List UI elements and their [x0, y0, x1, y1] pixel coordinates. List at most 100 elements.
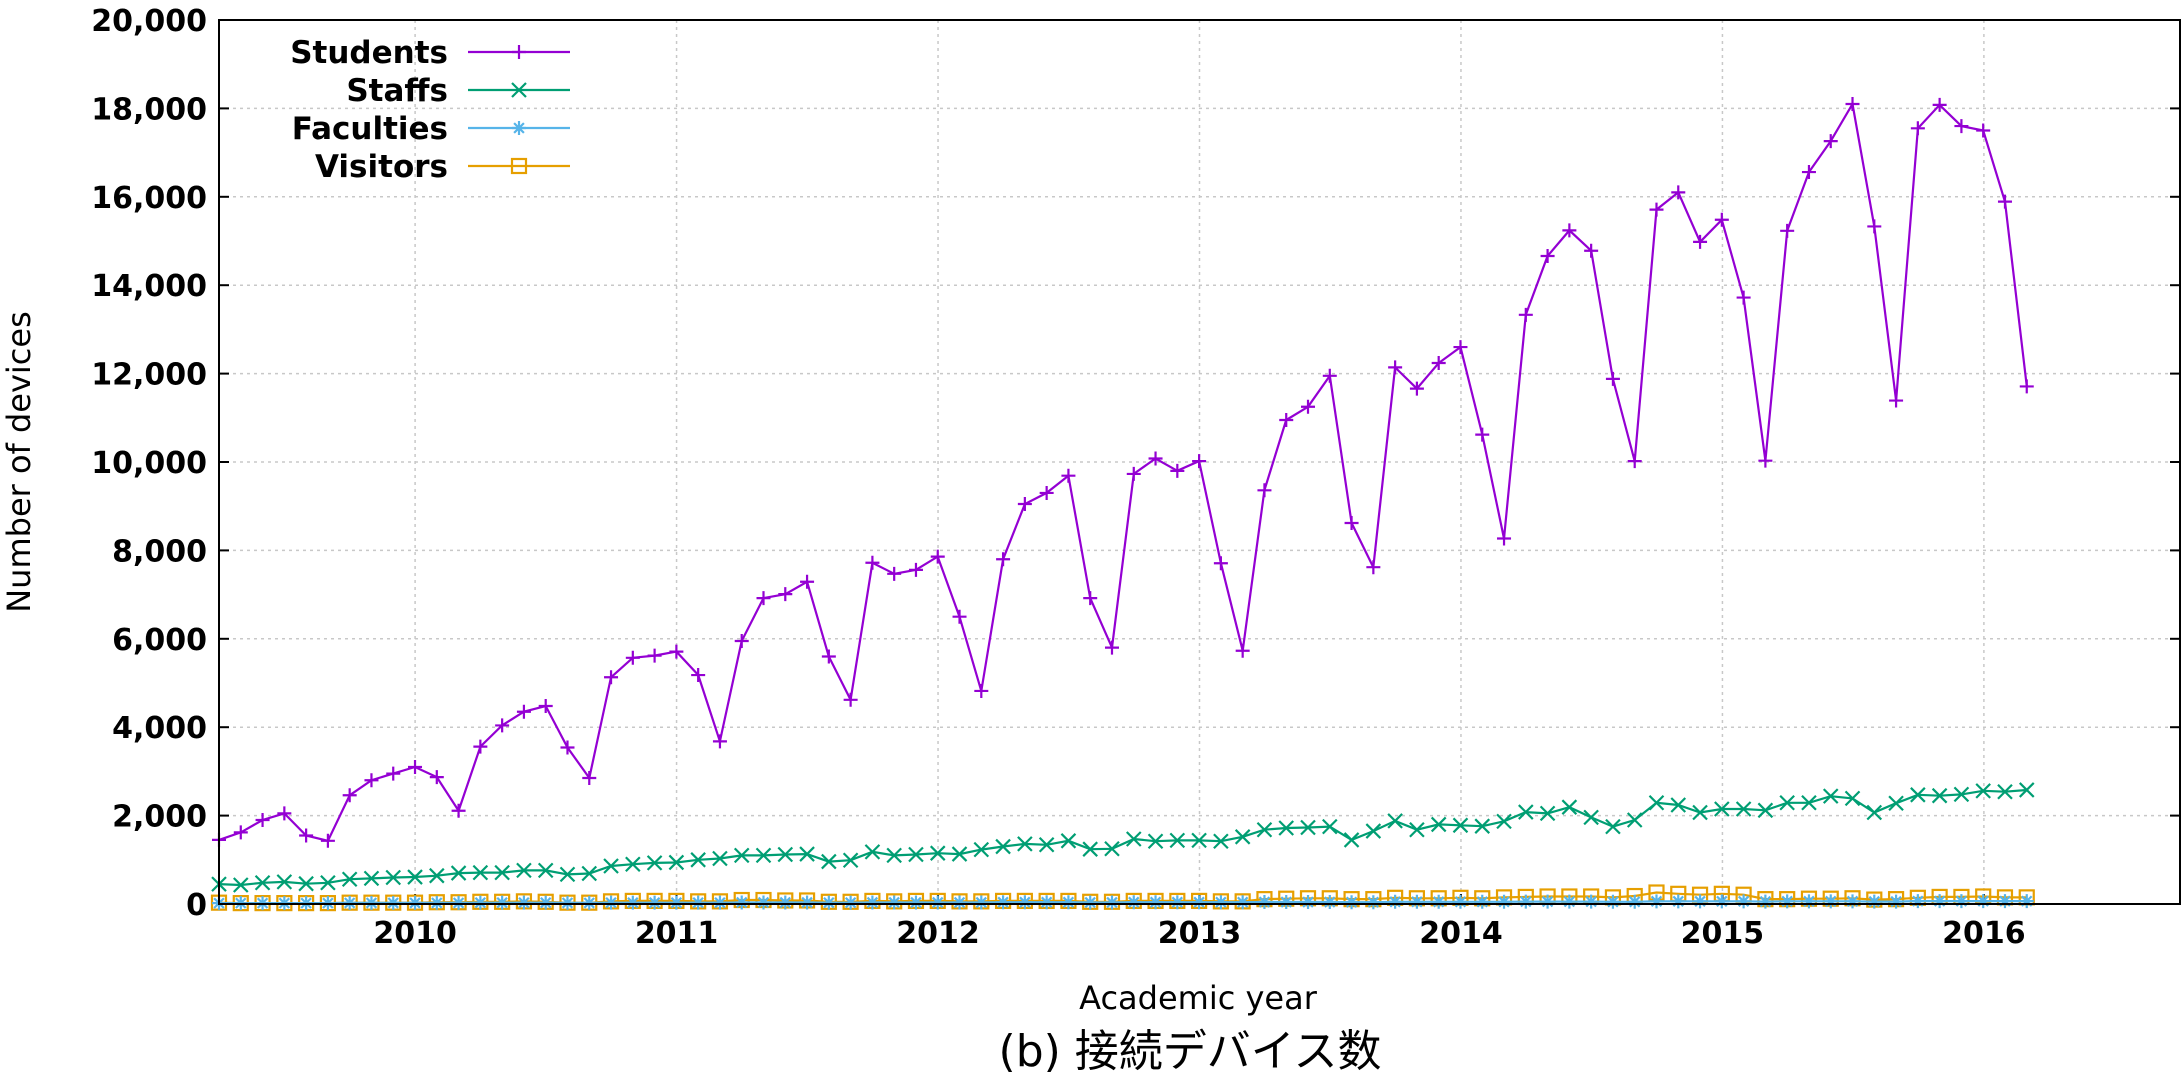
data-point-faculties — [691, 895, 706, 910]
data-point-staffs — [363, 870, 380, 887]
data-point-students — [1605, 371, 1620, 386]
data-point-faculties — [582, 895, 597, 910]
data-point-staffs — [2018, 782, 2035, 798]
data-point-staffs — [1387, 813, 1403, 829]
data-point-faculties — [1431, 894, 1446, 909]
data-point-faculties — [1017, 895, 1032, 910]
y-tick-label: 8,000 — [112, 534, 207, 569]
series-students — [212, 96, 2034, 848]
data-point-students — [1344, 515, 1359, 530]
data-point-students — [974, 683, 989, 698]
data-point-faculties — [996, 895, 1011, 910]
data-point-students — [712, 734, 727, 749]
x-tick-label: 2013 — [1158, 916, 1242, 951]
legend-marker — [510, 157, 528, 175]
data-point-faculties — [865, 895, 880, 910]
data-point-students — [1932, 97, 1947, 112]
data-point-students — [560, 740, 575, 755]
data-point-students — [647, 648, 662, 663]
y-tick-label: 2,000 — [112, 800, 207, 835]
data-point-staffs — [1714, 801, 1730, 817]
data-point-faculties — [538, 895, 553, 910]
data-point-staffs — [341, 871, 358, 888]
data-point-students — [1039, 485, 1054, 500]
data-point-staffs — [1583, 809, 1599, 826]
figure-caption: (b) 接続デバイス数 — [999, 1026, 1382, 1077]
data-point-faculties — [1301, 895, 1316, 910]
data-point-faculties — [1104, 895, 1119, 910]
data-point-faculties — [1714, 894, 1729, 909]
data-point-staffs — [1474, 818, 1491, 834]
data-point-staffs — [1888, 795, 1904, 812]
data-point-faculties — [1605, 894, 1620, 909]
data-point-staffs — [559, 866, 576, 883]
data-point-students — [2019, 379, 2034, 394]
data-point-faculties — [1562, 894, 1577, 909]
data-point-students — [1279, 413, 1294, 428]
y-tick-label: 18,000 — [91, 92, 207, 127]
data-point-students — [473, 739, 488, 754]
data-point-staffs — [1496, 813, 1512, 830]
data-point-faculties — [1322, 895, 1337, 910]
data-point-students — [299, 828, 314, 843]
data-point-faculties — [1649, 894, 1664, 909]
data-point-students — [1627, 454, 1642, 469]
data-point-staffs — [1626, 812, 1643, 828]
data-point-faculties — [1148, 895, 1163, 910]
data-point-students — [1366, 560, 1381, 575]
data-point-staffs — [799, 846, 815, 862]
data-point-faculties — [1366, 895, 1381, 910]
data-point-faculties — [930, 895, 945, 910]
data-point-faculties — [712, 895, 727, 910]
data-point-staffs — [886, 847, 902, 864]
data-point-students — [1126, 466, 1141, 481]
data-point-students — [1889, 393, 1904, 408]
data-point-faculties — [1910, 894, 1925, 909]
x-tick-label: 2012 — [896, 916, 980, 951]
x-tick-label: 2015 — [1681, 916, 1765, 951]
data-point-staffs — [625, 856, 641, 872]
data-point-staffs — [1430, 816, 1447, 833]
data-point-staffs — [995, 838, 1011, 855]
data-point-students — [1409, 381, 1424, 396]
data-point-students — [1801, 165, 1816, 180]
y-tick-label: 0 — [186, 888, 207, 923]
data-point-staffs — [1997, 783, 2013, 800]
y-tick-label: 12,000 — [91, 358, 207, 393]
data-point-staffs — [581, 865, 598, 882]
data-point-faculties — [1801, 894, 1816, 909]
data-point-students — [255, 813, 270, 828]
data-point-faculties — [1257, 895, 1272, 910]
data-point-faculties — [1235, 895, 1250, 910]
data-point-staffs — [385, 869, 402, 886]
x-tick-label: 2011 — [635, 916, 719, 951]
data-point-students — [451, 803, 466, 818]
data-point-staffs — [1147, 833, 1164, 850]
data-point-students — [1954, 119, 1969, 134]
data-point-students — [1758, 453, 1773, 468]
data-point-staffs — [429, 867, 445, 884]
data-point-staffs — [1844, 790, 1861, 807]
data-point-staffs — [233, 877, 249, 893]
data-point-students — [1823, 134, 1838, 149]
data-point-students — [865, 555, 880, 570]
data-point-staffs — [646, 855, 663, 871]
data-point-faculties — [1627, 894, 1642, 909]
data-point-faculties — [974, 895, 989, 910]
data-point-faculties — [1213, 895, 1228, 910]
x-tick-label: 2016 — [1942, 916, 2026, 951]
data-point-staffs — [733, 847, 750, 864]
series-line-students — [218, 100, 2028, 843]
data-point-students — [1104, 640, 1119, 655]
data-point-faculties — [669, 895, 684, 910]
data-point-faculties — [1736, 894, 1751, 909]
y-tick-label: 10,000 — [91, 446, 207, 481]
data-point-students — [625, 650, 640, 665]
data-point-students — [1867, 219, 1882, 234]
data-point-staffs — [1975, 783, 1991, 799]
data-point-staffs — [1822, 788, 1839, 804]
data-point-faculties — [560, 895, 575, 910]
data-point-staffs — [1343, 832, 1360, 848]
data-point-faculties — [1584, 894, 1599, 909]
